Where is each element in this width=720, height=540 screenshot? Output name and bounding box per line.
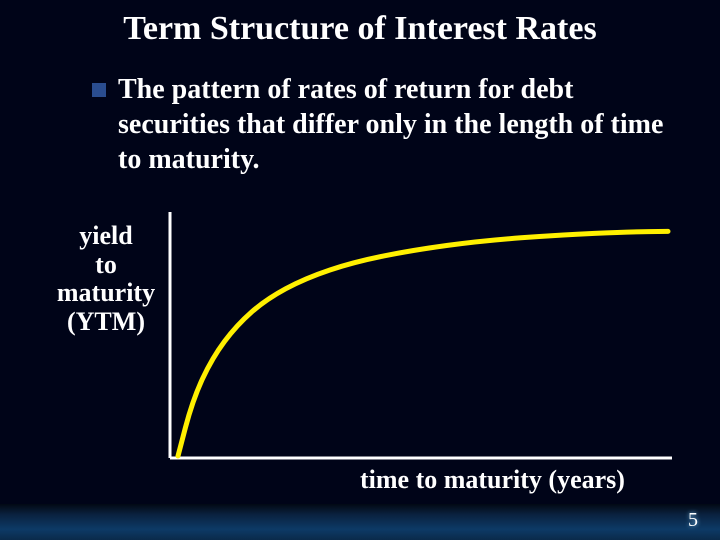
page-number: 5 [688, 509, 698, 532]
y-axis-label: yield to maturity (YTM) [46, 222, 166, 336]
yield-curve-chart [160, 212, 680, 462]
square-bullet-icon [92, 83, 106, 97]
ylabel-line-0: yield [79, 221, 132, 250]
slide-root: Term Structure of Interest Rates The pat… [0, 0, 720, 540]
yield-curve-line [178, 231, 668, 456]
bullet-block: The pattern of rates of return for debt … [118, 72, 678, 177]
ylabel-line-2: maturity [57, 278, 155, 307]
ylabel-line-3: (YTM) [67, 307, 145, 336]
slide-title: Term Structure of Interest Rates [0, 10, 720, 48]
bullet-text: The pattern of rates of return for debt … [118, 72, 678, 177]
bullet-rect [92, 83, 106, 97]
footer-strip [0, 504, 720, 540]
ylabel-line-1: to [95, 250, 117, 279]
x-axis-label: time to maturity (years) [360, 465, 710, 495]
